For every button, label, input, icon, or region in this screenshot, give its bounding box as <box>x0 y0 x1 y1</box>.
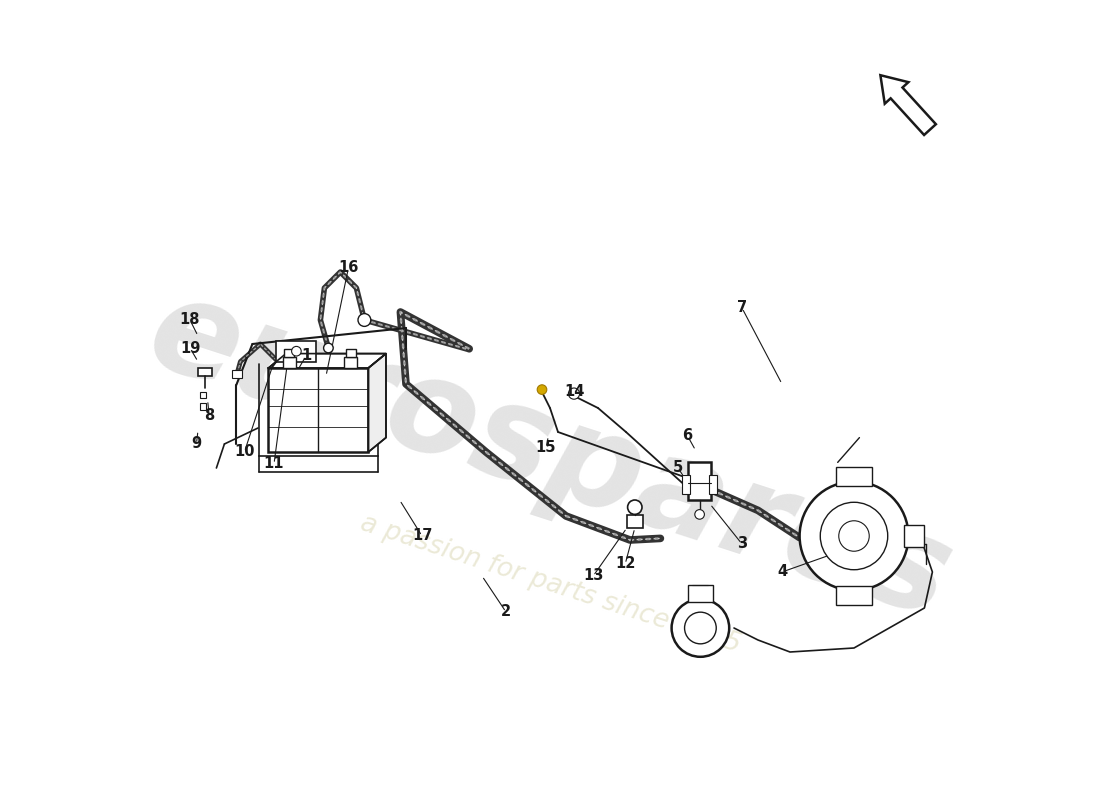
Circle shape <box>684 612 716 644</box>
Bar <box>344 357 358 368</box>
Circle shape <box>292 346 301 356</box>
Text: 3: 3 <box>737 537 747 551</box>
Text: 6: 6 <box>682 429 693 443</box>
Bar <box>689 462 711 500</box>
FancyArrow shape <box>880 75 936 135</box>
Bar <box>283 357 296 368</box>
Polygon shape <box>368 354 386 452</box>
Bar <box>836 586 871 605</box>
Text: eurospares: eurospares <box>133 266 967 646</box>
Circle shape <box>569 388 580 399</box>
Text: 19: 19 <box>179 341 200 355</box>
Text: 2: 2 <box>500 605 512 619</box>
Circle shape <box>628 500 642 514</box>
Text: 18: 18 <box>179 313 200 327</box>
Bar <box>682 475 690 494</box>
Text: 12: 12 <box>615 557 636 571</box>
Circle shape <box>358 314 371 326</box>
Bar <box>836 467 871 486</box>
Text: 4: 4 <box>777 565 788 579</box>
Bar <box>710 475 717 494</box>
Text: 10: 10 <box>234 445 254 459</box>
Text: 13: 13 <box>583 569 604 583</box>
Text: 11: 11 <box>264 457 284 471</box>
Text: 5: 5 <box>673 461 683 475</box>
Text: a passion for parts since 1985: a passion for parts since 1985 <box>356 510 744 658</box>
Bar <box>199 392 206 398</box>
Circle shape <box>800 482 909 590</box>
Bar <box>276 341 317 362</box>
Bar <box>688 585 713 602</box>
Bar <box>199 403 206 410</box>
Text: 17: 17 <box>411 529 432 543</box>
Circle shape <box>323 343 333 353</box>
Circle shape <box>821 502 888 570</box>
Text: 16: 16 <box>338 261 359 275</box>
Polygon shape <box>268 354 386 368</box>
Circle shape <box>537 385 547 394</box>
Text: 8: 8 <box>205 409 214 423</box>
Bar <box>198 368 212 376</box>
Circle shape <box>839 521 869 551</box>
Text: 7: 7 <box>737 301 747 315</box>
Circle shape <box>672 599 729 657</box>
Text: 9: 9 <box>191 437 201 451</box>
Bar <box>285 349 294 357</box>
Bar <box>627 515 642 528</box>
Bar <box>232 370 242 378</box>
Circle shape <box>695 510 704 519</box>
Text: 1: 1 <box>301 349 311 363</box>
Bar <box>346 349 355 357</box>
Text: 14: 14 <box>564 385 584 399</box>
Text: 15: 15 <box>536 441 557 455</box>
Bar <box>904 525 924 547</box>
Bar <box>268 368 368 452</box>
